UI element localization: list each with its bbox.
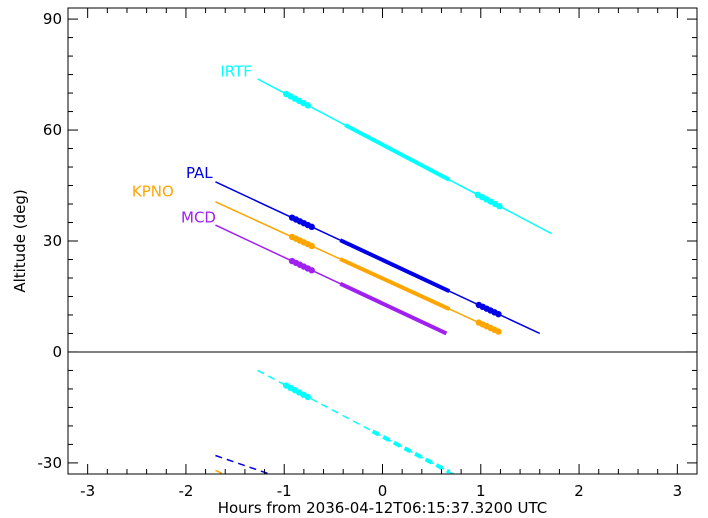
kpno-marker <box>308 242 315 250</box>
x-tick-label: 0 <box>378 482 388 500</box>
mcd-marker <box>308 267 315 274</box>
y-tick-label: -30 <box>38 454 63 472</box>
irtf-marker <box>496 203 503 210</box>
mcd-observable-segment <box>339 281 448 336</box>
x-tick-label: -3 <box>80 482 95 500</box>
pal-below-horizon-track <box>215 454 270 474</box>
pal-marker <box>495 310 502 318</box>
irtf-below-horizon-marker <box>304 393 312 401</box>
x-axis-title: Hours from 2036-04-12T06:15:37.3200 UTC <box>218 499 548 517</box>
y-tick-label: 30 <box>43 232 62 250</box>
chart-marks <box>68 78 697 474</box>
irtf-label: IRTF <box>220 62 252 80</box>
y-tick-label: 60 <box>43 121 62 139</box>
pal-observable-segment <box>339 238 451 293</box>
kpno-marker <box>495 328 502 335</box>
kpno-label: KPNO <box>132 183 174 201</box>
kpno-observable-segment <box>339 257 451 311</box>
x-tick-label: 2 <box>574 482 584 500</box>
x-tick-label: 3 <box>673 482 683 500</box>
axis-ticks: -3 -2 -1 0 1 2 3 -30 0 30 60 90 IRTF PAL KPNO MCD <box>38 8 698 500</box>
mcd-label: MCD <box>181 209 216 227</box>
x-tick-label: 1 <box>476 482 486 500</box>
y-tick-label: 0 <box>52 343 62 361</box>
x-tick-label: -2 <box>178 482 193 500</box>
x-tick-label: -1 <box>277 482 292 500</box>
plot-frame <box>67 7 698 475</box>
y-tick-label: 90 <box>43 10 62 28</box>
y-axis-title: Altitude (deg) <box>11 189 29 292</box>
pal-label: PAL <box>186 164 213 182</box>
irtf-below-horizon-segment <box>371 429 451 474</box>
kpno-below-horizon-track <box>215 469 224 474</box>
pal-marker <box>308 223 315 231</box>
irtf-marker <box>304 102 312 109</box>
irtf-observable-segment <box>344 123 451 182</box>
